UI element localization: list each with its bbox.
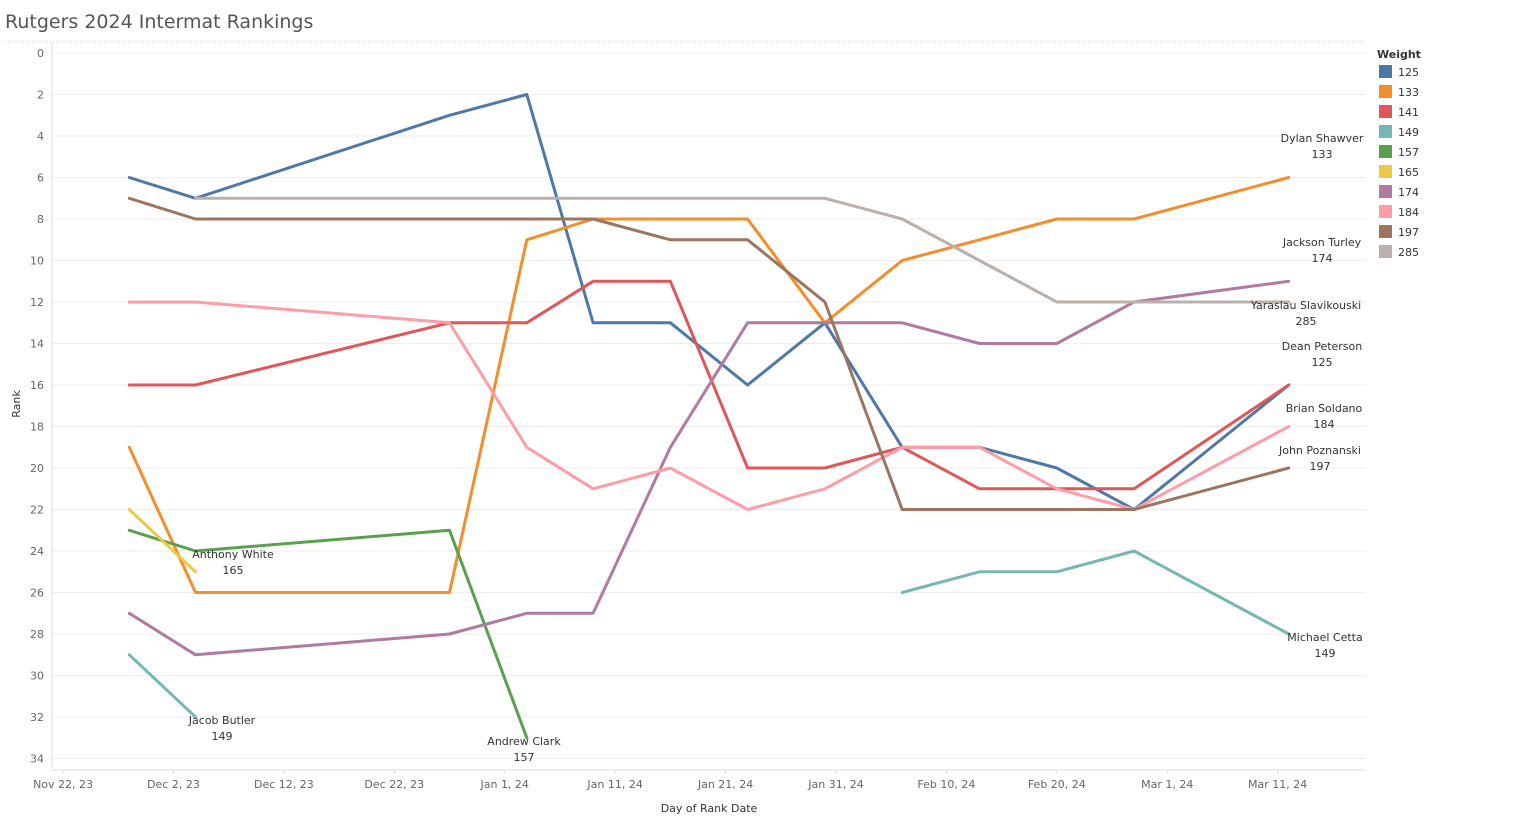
x-tick-label: Dec 2, 23 xyxy=(147,778,200,791)
x-tick-label: Feb 10, 24 xyxy=(917,778,975,791)
mark-label-name: Dean Peterson xyxy=(1282,340,1363,353)
y-tick-label: 26 xyxy=(30,587,44,600)
series-line-125 xyxy=(127,93,1291,511)
x-tick-label: Jan 31, 24 xyxy=(807,778,863,791)
series-line-149 xyxy=(900,549,1291,636)
legend-entry-label: 149 xyxy=(1398,126,1419,139)
mark-label-weight: 133 xyxy=(1312,148,1333,161)
series-line-184 xyxy=(127,300,1291,511)
legend-entry-label: 184 xyxy=(1398,206,1419,219)
series-lines xyxy=(127,93,1291,740)
series-line-165 xyxy=(127,508,197,574)
legend-entry-label: 157 xyxy=(1398,146,1419,159)
legend-swatch xyxy=(1379,165,1392,178)
mark-label-weight: 197 xyxy=(1310,460,1331,473)
mark-labels: Dylan Shawver 133 Jackson Turley 174 Yarasla… xyxy=(188,132,1364,764)
mark-label-name: Jackson Turley xyxy=(1282,236,1362,249)
legend-entry-label: 125 xyxy=(1398,66,1419,79)
legend-entry-label: 174 xyxy=(1398,186,1419,199)
gridlines xyxy=(52,52,1366,759)
x-tick-label: Jan 1, 24 xyxy=(479,778,528,791)
y-tick-label: 8 xyxy=(37,213,44,226)
y-tick-label: 32 xyxy=(30,711,44,724)
mark-label-name: Andrew Clark xyxy=(487,735,561,748)
legend-entry-label: 165 xyxy=(1398,166,1419,179)
mark-label-name: Yaraslau Slavikouski xyxy=(1250,299,1361,312)
y-tick-label: 10 xyxy=(30,255,44,268)
legend-swatch xyxy=(1379,245,1392,258)
mark-label-name: Michael Cetta xyxy=(1287,631,1362,644)
x-tick-label: Dec 22, 23 xyxy=(364,778,424,791)
x-tick-label: Mar 11, 24 xyxy=(1248,778,1307,791)
legend-entry-label: 285 xyxy=(1398,246,1419,259)
y-tick-label: 20 xyxy=(30,462,44,475)
mark-label-weight: 184 xyxy=(1314,418,1335,431)
y-tick-label: 14 xyxy=(30,338,44,351)
y-tick-label: 18 xyxy=(30,421,44,434)
x-tick-label: Jan 11, 24 xyxy=(586,778,642,791)
mark-label-name: Jacob Butler xyxy=(188,714,256,727)
y-tick-label: 12 xyxy=(30,296,44,309)
legend-swatch xyxy=(1379,205,1392,218)
series-line-197 xyxy=(127,196,1291,511)
y-tick-label: 22 xyxy=(30,504,44,517)
x-tick-label: Mar 1, 24 xyxy=(1141,778,1193,791)
x-tick-label: Jan 21, 24 xyxy=(697,778,753,791)
series-line-149 xyxy=(127,653,197,719)
y-tick-label: 24 xyxy=(30,545,44,558)
y-tick-label: 28 xyxy=(30,628,44,641)
y-tick-label: 16 xyxy=(30,379,44,392)
legend-swatch xyxy=(1379,185,1392,198)
y-tick-label: 34 xyxy=(30,753,44,766)
y-tick-label: 30 xyxy=(30,670,44,683)
x-tick-label: Dec 12, 23 xyxy=(254,778,314,791)
legend-title: Weight xyxy=(1377,48,1421,61)
y-tick-label: 2 xyxy=(37,89,44,102)
y-tick-label: 4 xyxy=(37,130,44,143)
legend-entry-label: 197 xyxy=(1398,226,1419,239)
mark-label-weight: 149 xyxy=(212,730,233,743)
legend-swatch xyxy=(1379,125,1392,138)
y-axis-title: Rank xyxy=(10,390,23,418)
mark-label-name: Brian Soldano xyxy=(1286,402,1363,415)
mark-label-weight: 165 xyxy=(223,564,244,577)
legend-swatch xyxy=(1379,65,1392,78)
mark-label-weight: 174 xyxy=(1312,252,1333,265)
series-line-285 xyxy=(194,196,1291,304)
x-tick-label: Nov 22, 23 xyxy=(33,778,93,791)
mark-label-name: Anthony White xyxy=(192,548,274,561)
legend-entry-label: 141 xyxy=(1398,106,1419,119)
legend-swatch xyxy=(1379,85,1392,98)
chart-title: Rutgers 2024 Intermat Rankings xyxy=(5,11,313,33)
mark-label-weight: 285 xyxy=(1296,315,1317,328)
legend: Weight 125 133 141 149 157 165 174 184 197 285 xyxy=(1377,48,1421,259)
x-tick-label: Feb 20, 24 xyxy=(1028,778,1086,791)
legend-swatch xyxy=(1379,225,1392,238)
mark-label-weight: 149 xyxy=(1315,647,1336,660)
legend-entry-label: 133 xyxy=(1398,86,1419,99)
series-line-174 xyxy=(127,279,1291,657)
mark-label-weight: 157 xyxy=(514,751,535,764)
mark-label-name: John Poznanski xyxy=(1278,444,1361,457)
mark-label-weight: 125 xyxy=(1312,356,1333,369)
legend-swatch xyxy=(1379,105,1392,118)
mark-label-name: Dylan Shawver xyxy=(1281,132,1364,145)
series-line-133 xyxy=(127,176,1291,594)
y-tick-label: 6 xyxy=(37,172,44,185)
y-tick-label: 0 xyxy=(37,47,44,60)
legend-swatch xyxy=(1379,145,1392,158)
x-axis-title: Day of Rank Date xyxy=(661,802,758,815)
